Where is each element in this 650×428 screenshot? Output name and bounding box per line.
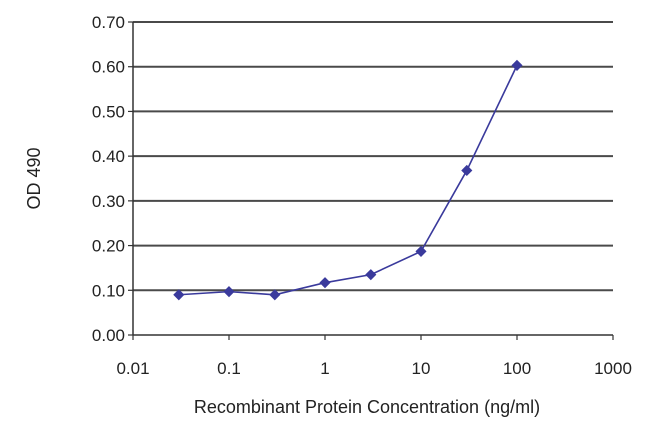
axes (128, 21, 614, 340)
x-tick-label: 100 (503, 359, 531, 378)
series-line (178, 65, 518, 296)
y-tick-labels: 0.00 0.10 0.20 0.30 0.40 0.50 0.60 0.70 (92, 13, 125, 345)
y-tick-label: 0.30 (92, 192, 125, 211)
y-tick-label: 0.70 (92, 13, 125, 32)
x-tick-label: 0.1 (217, 359, 241, 378)
x-axis-label: Recombinant Protein Concentration (ng/ml… (194, 397, 540, 417)
y-tick-label: 0.20 (92, 237, 125, 256)
y-tick-label: 0.50 (92, 102, 125, 121)
y-tick-label: 0.00 (92, 326, 125, 345)
y-tick-label: 0.60 (92, 58, 125, 77)
data-point (511, 59, 523, 71)
data-series (173, 59, 523, 301)
x-tick-label: 0.01 (116, 359, 149, 378)
x-tick-label: 1000 (594, 359, 632, 378)
gridlines (133, 21, 613, 292)
data-point (415, 245, 427, 257)
x-tick-label: 1 (320, 359, 329, 378)
y-tick-label: 0.10 (92, 281, 125, 300)
data-point (319, 277, 331, 289)
data-point (461, 164, 473, 177)
x-tick-labels: 0.01 0.1 1 10 100 1000 (116, 359, 631, 378)
y-tick-label: 0.40 (92, 147, 125, 166)
data-point (365, 269, 377, 281)
data-point (223, 286, 235, 298)
y-axis-label: OD 490 (24, 147, 44, 209)
data-point (269, 289, 281, 301)
x-tick-label: 10 (412, 359, 431, 378)
data-point (173, 289, 185, 301)
